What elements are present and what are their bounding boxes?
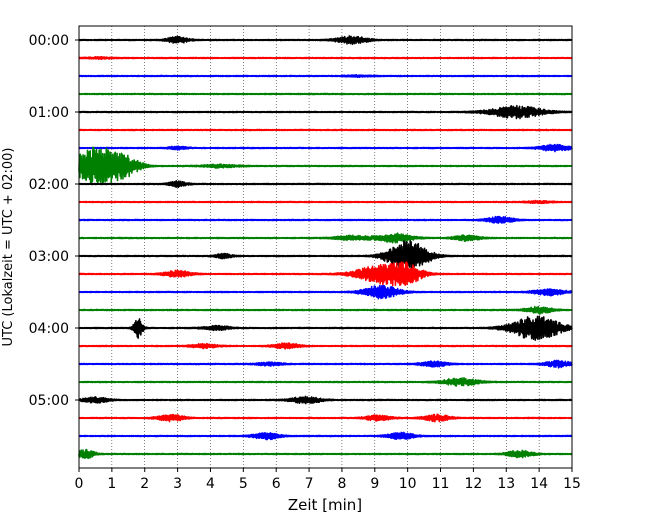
trace-0045	[78, 92, 573, 96]
trace-0030	[78, 73, 573, 79]
grid-layer	[111, 26, 540, 468]
x-tick-label-2: 2	[140, 476, 149, 492]
plot-frame	[78, 25, 573, 469]
trace-0115	[78, 128, 573, 132]
trace-0530	[78, 431, 573, 441]
x-tick-label-5: 5	[239, 476, 248, 492]
y-tick-label-01:00: 01:00	[29, 105, 69, 121]
y-tick-label-03:00: 03:00	[29, 249, 69, 265]
trace-0000	[78, 35, 573, 45]
x-tick-label-8: 8	[337, 476, 346, 492]
x-tick-label-4: 4	[206, 476, 215, 492]
trace-0215	[78, 199, 573, 205]
trace-0145	[78, 146, 573, 185]
x-tick-label-6: 6	[272, 476, 281, 492]
y-tick-label-02:00: 02:00	[29, 177, 69, 193]
trace-0200	[78, 180, 573, 188]
trace-layer	[78, 35, 573, 459]
x-tick-layer: 0 1 2 3 4 5 6 7 8 9 10 11 12 13 14 15	[75, 468, 581, 492]
x-tick-label-0: 0	[75, 476, 84, 492]
trace-0500	[78, 395, 573, 405]
x-tick-label-15: 15	[563, 476, 581, 492]
trace-0430	[78, 359, 573, 369]
trace-0130	[78, 143, 573, 153]
y-tick-label-04:00: 04:00	[29, 321, 69, 337]
y-tick-layer: 00:00 01:00 02:00 03:00 04:00 05:00	[29, 33, 79, 409]
trace-0445	[78, 377, 573, 387]
trace-0400	[78, 315, 573, 341]
trace-0015	[78, 55, 573, 60]
trace-0230	[78, 215, 573, 224]
y-tick-label-05:00: 05:00	[29, 393, 69, 409]
trace-0315	[78, 261, 573, 287]
trace-0300	[78, 240, 573, 272]
x-axis-label: Zeit [min]	[288, 496, 362, 514]
x-tick-label-1: 1	[107, 476, 116, 492]
trace-0345	[78, 305, 573, 315]
x-tick-label-12: 12	[464, 476, 482, 492]
x-tick-label-13: 13	[497, 476, 515, 492]
x-tick-label-14: 14	[530, 476, 548, 492]
trace-0100	[78, 104, 573, 120]
x-tick-label-3: 3	[173, 476, 182, 492]
x-tick-label-7: 7	[305, 476, 314, 492]
y-axis-label: UTC (Lokalzeit = UTC + 02:00)	[1, 148, 16, 347]
x-tick-label-10: 10	[399, 476, 417, 492]
x-tick-label-9: 9	[370, 476, 379, 492]
trace-0330	[78, 284, 573, 300]
x-tick-label-11: 11	[432, 476, 450, 492]
trace-0415	[78, 342, 573, 350]
trace-0545	[78, 448, 573, 459]
trace-0515	[78, 413, 573, 423]
trace-0245	[78, 232, 573, 244]
y-tick-label-00:00: 00:00	[29, 33, 69, 49]
